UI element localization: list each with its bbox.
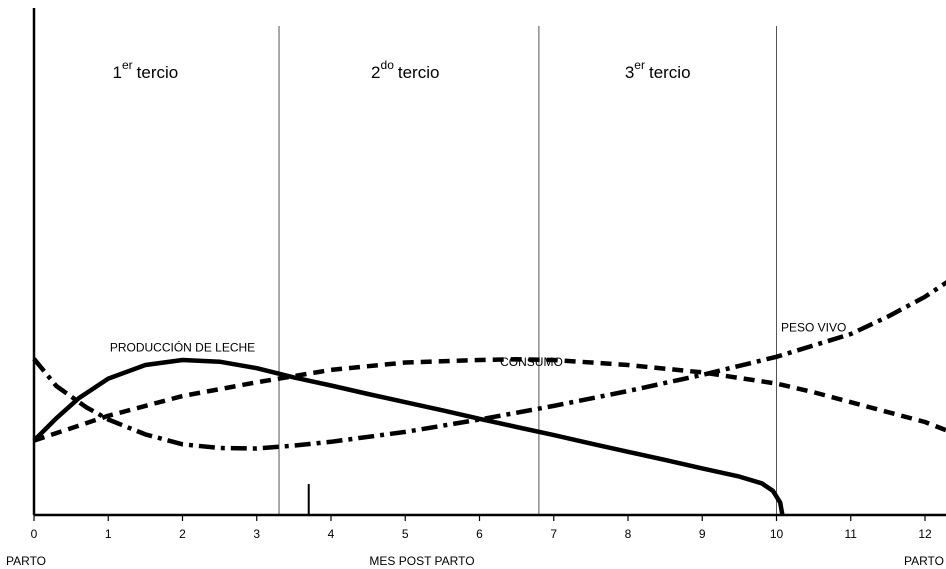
x-axis-start-label: PARTO	[6, 554, 46, 568]
x-tick-label-10: 10	[770, 527, 784, 541]
x-axis-title: MES POST PARTO	[369, 554, 474, 568]
series-label-2: CONSUMO	[500, 355, 563, 369]
x-tick-label-6: 6	[476, 527, 483, 541]
series-line-2	[33, 357, 946, 443]
x-tick-label-3: 3	[253, 527, 260, 541]
series-line-1	[32, 357, 785, 516]
x-tick-label-7: 7	[550, 527, 557, 541]
series-label-3: PESO VIVO	[781, 320, 846, 334]
x-tick-label-5: 5	[402, 527, 409, 541]
x-tick-label-11: 11	[845, 527, 858, 541]
x-tick-label-9: 9	[699, 527, 706, 541]
series-label-1: PRODUCCIÓN DE LECHE	[110, 339, 255, 354]
x-axis-end-label: PARTO	[904, 554, 944, 568]
x-tick-label-12: 12	[918, 527, 932, 541]
x-tick-label-8: 8	[625, 527, 632, 541]
x-tick-label-4: 4	[328, 527, 335, 541]
tercio-label-3: 3er tercio	[625, 58, 691, 82]
x-tick-label-0: 0	[31, 527, 38, 541]
x-tick-label-2: 2	[179, 527, 186, 541]
series-line-3	[32, 280, 946, 451]
x-tick-label-1: 1	[105, 527, 112, 541]
tercio-label-2: 2do tercio	[371, 58, 439, 82]
tercio-label-1: 1er tercio	[113, 58, 179, 82]
